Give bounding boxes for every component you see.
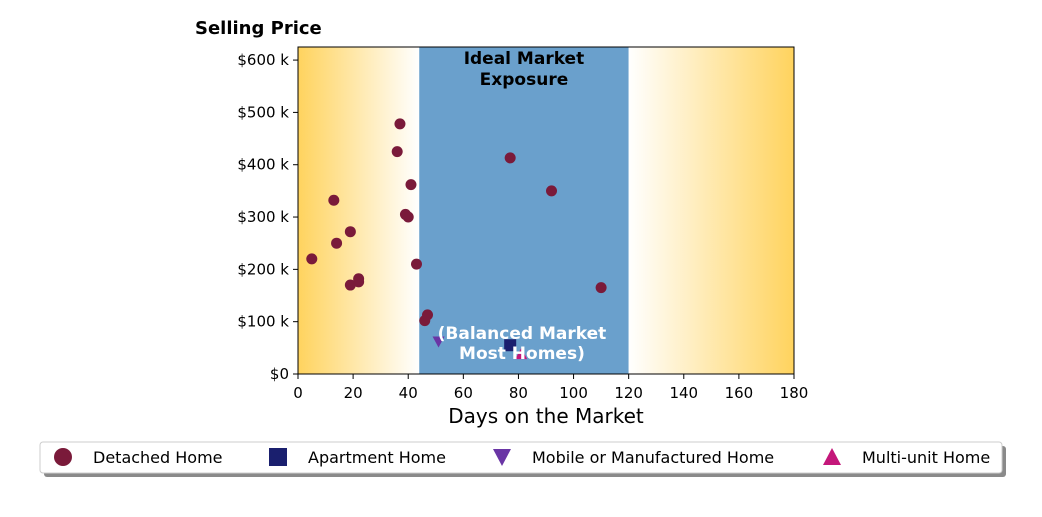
plot-background [298,47,794,374]
data-point-detached-home [546,185,558,197]
y-tick-label: $0 [270,365,289,383]
legend-label: Apartment Home [308,448,446,467]
data-point-detached-home [328,194,340,206]
data-point-detached-home [410,258,422,270]
x-tick-label: 160 [725,384,754,402]
ideal-market-band [419,47,629,374]
legend-label: Multi-unit Home [862,448,990,467]
legend-items: Detached Home Apartment Home Mobile or Man… [54,448,990,467]
y-tick-label: $500 k [237,103,289,121]
y-tick-label: $200 k [237,260,289,278]
data-point-detached-home [306,253,318,265]
x-tick-label: 40 [399,384,418,402]
data-point-apartment-home [504,339,517,352]
x-tick-label: 80 [509,384,528,402]
data-point-multi-unit-home [515,348,528,360]
data-marks [306,118,607,360]
data-point-detached-home [391,146,403,158]
data-point-detached-home [331,237,343,249]
y-tick-label: $300 k [237,208,289,226]
data-point-mobile-home [432,336,445,348]
legend-label: Detached Home [93,448,223,467]
x-tick-label: 120 [614,384,643,402]
band-label-bottom-line: Most Homes) [459,344,585,364]
band-label-top-line: Ideal Market [464,49,585,69]
chart-title: Selling Price [195,18,322,39]
right-gradient-region [628,47,794,374]
data-point-detached-home [344,279,356,291]
data-point-detached-home [402,211,414,223]
y-tick-label: $100 k [237,313,289,331]
data-point-detached-home [353,276,365,288]
x-tick-label: 100 [559,384,588,402]
data-point-detached-home [595,282,607,294]
band-label-bottom-line: (Balanced Market [438,324,607,344]
data-point-detached-home [405,179,417,191]
x-tick-label: 180 [780,384,809,402]
data-point-detached-home [394,118,406,130]
legend-marker-apartment-home [269,448,287,466]
legend: Detached Home Apartment Home Mobile or Man… [39,441,1006,477]
legend-marker-multi-unit-home [823,448,841,465]
plot-frame [297,46,795,375]
legend-label: Mobile or Manufactured Home [532,448,774,467]
legend-marker-mobile-home [493,449,511,466]
x-tick-label: 60 [454,384,473,402]
band-label-top-line: Exposure [480,70,569,90]
data-point-detached-home [422,309,434,321]
left-gradient-region [298,47,420,374]
x-axis-label: Days on the Market [448,404,644,428]
legend-marker-detached-home [54,448,72,466]
x-tick-label: 20 [344,384,363,402]
data-point-detached-home [344,226,356,238]
x-axis: 0 20 40 60 80 100 120 140 160 180 [293,374,808,402]
y-tick-label: $600 k [237,51,289,69]
y-tick-label: $400 k [237,156,289,174]
x-tick-label: 0 [293,384,303,402]
y-axis: $0 $100 k $200 k $300 k $400 k $500 k $600 k [237,51,298,383]
x-tick-label: 140 [669,384,698,402]
data-point-detached-home [504,152,516,164]
